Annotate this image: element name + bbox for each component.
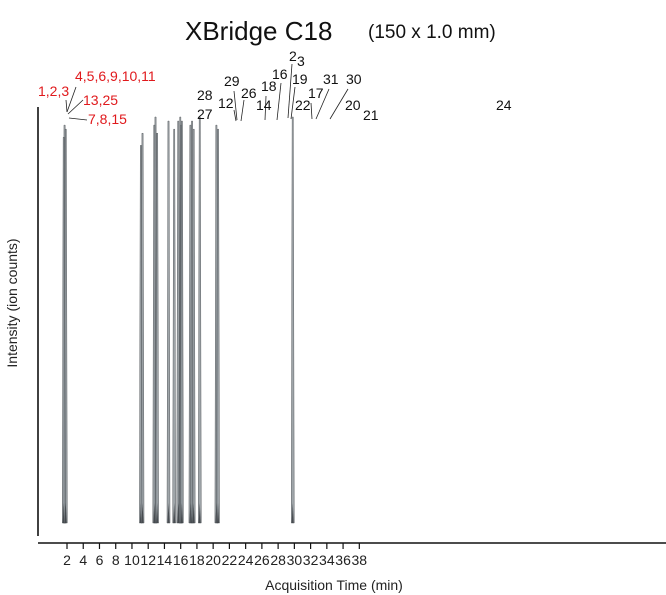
peak-label-leader [276, 82, 282, 121]
x-tick-label: 30 [287, 552, 303, 568]
peak-label: 3 [297, 53, 305, 69]
peak-label-leader [67, 99, 84, 115]
peak-label-leader [233, 90, 238, 121]
x-tick-label: 26 [254, 552, 270, 568]
peak-label-leader [240, 99, 245, 122]
chromatogram-peak-base [153, 503, 156, 523]
peak-label: 2 [289, 48, 297, 64]
x-tick-label: 32 [303, 552, 319, 568]
chromatogram-peak-base [291, 503, 294, 523]
x-tick-label: 6 [96, 552, 104, 568]
x-tick-label: 38 [352, 552, 368, 568]
x-axis-ticks: 2 4 6 8 10 12 14 16 18 20 22 24 26 28 30 32 34 36 38 [63, 543, 367, 568]
peak-label-leader [66, 86, 77, 113]
chromatogram-peak-base [192, 503, 195, 523]
peak-label: 28 [197, 87, 213, 103]
x-tick-label: 24 [238, 552, 254, 568]
peak-label: 16 [272, 66, 288, 82]
chart-title: XBridge C18 [185, 16, 332, 46]
peak-label: 13,25 [83, 92, 118, 108]
x-tick-label: 22 [222, 552, 238, 568]
peak-label: 7,8,15 [88, 111, 127, 127]
chart-subtitle: (150 x 1.0 mm) [368, 22, 496, 43]
peak-label: 20 [345, 97, 361, 113]
chromatogram-peak-base [167, 503, 170, 523]
peak-label-leader [329, 88, 349, 120]
chromatogram-peak [198, 116, 202, 524]
peak-label-leader [315, 88, 330, 120]
chromatogram-peak [172, 128, 176, 524]
chromatogram-peak [290, 116, 295, 524]
x-tick-label: 14 [157, 552, 173, 568]
peak-label: 14 [256, 97, 272, 113]
peaks-layer [62, 116, 295, 524]
peak-label: 30 [346, 71, 362, 87]
peak-label: 4,5,6,9,10,11 [75, 68, 156, 84]
x-axis-label: Acquisition Time (min) [265, 577, 403, 593]
peak-label-leader [68, 117, 88, 121]
x-tick-label: 28 [270, 552, 286, 568]
chromatogram-peak [166, 120, 171, 524]
peak-label: 27 [197, 106, 213, 122]
peak-label-leader [233, 109, 237, 122]
peak-label: 19 [292, 71, 308, 87]
leader-lines [65, 63, 349, 122]
x-tick-label: 2 [63, 552, 71, 568]
peak-label-leader [310, 102, 313, 120]
chromatogram-peak-base [173, 503, 176, 523]
peak-label: 18 [261, 78, 277, 94]
peak-label: 26 [241, 85, 257, 101]
x-tick-label: 10 [124, 552, 140, 568]
y-axis-label: Intensity (ion counts) [4, 238, 20, 367]
x-tick-label: 20 [205, 552, 221, 568]
peak-label: 24 [496, 97, 512, 113]
peak-label: 17 [308, 85, 324, 101]
peak-label: 29 [224, 73, 240, 89]
chromatogram-peak-base [216, 503, 220, 523]
peak-label-leader [65, 99, 68, 113]
peak-label: 12 [218, 95, 234, 111]
peak-label: 22 [295, 97, 311, 113]
x-tick-label: 18 [189, 552, 205, 568]
chromatogram-peak-base [156, 503, 159, 523]
x-tick-label: 12 [140, 552, 156, 568]
chromatogram-peak-base [62, 503, 65, 523]
chromatogram-peak-base [180, 503, 183, 523]
peak-label: 31 [323, 71, 339, 87]
x-tick-label: 16 [173, 552, 189, 568]
x-tick-label: 8 [112, 552, 120, 568]
x-tick-label: 36 [335, 552, 351, 568]
peak-label-leader [264, 95, 267, 121]
x-tick-label: 4 [79, 552, 87, 568]
peak-label: 21 [363, 107, 379, 123]
peak-label-leader [290, 86, 296, 120]
chromatogram-peak-base [141, 503, 144, 523]
chromatogram-peak-base [198, 503, 201, 523]
peak-label-leader [287, 63, 293, 119]
peak-label: 1,2,3 [38, 83, 69, 99]
x-tick-label: 34 [319, 552, 335, 568]
